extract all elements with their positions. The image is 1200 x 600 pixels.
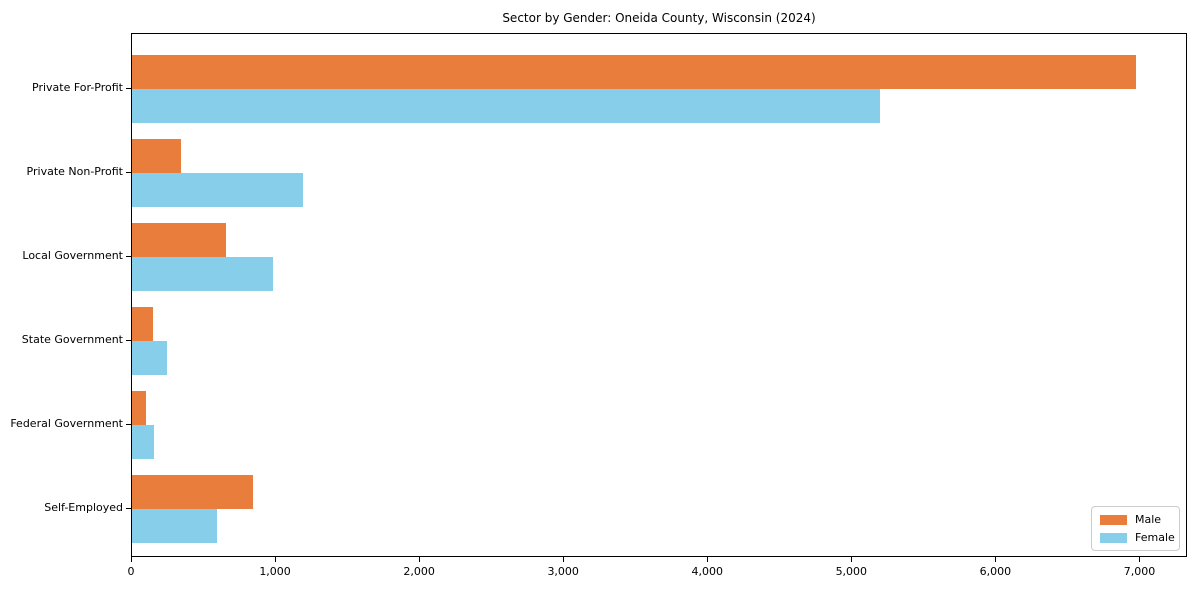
x-tick-mark: [995, 557, 997, 562]
legend-label-male: Male: [1135, 513, 1162, 526]
bar-female-federal-government: [132, 425, 155, 459]
legend: Male Female: [1091, 506, 1180, 551]
x-tick-label-5000: 5,000: [835, 565, 868, 578]
legend-swatch-female: [1100, 532, 1127, 543]
legend-swatch-male: [1100, 514, 1127, 525]
bar-male-state-government: [132, 307, 153, 341]
x-tick-label-4000: 4,000: [691, 565, 724, 578]
y-tick-label-local-government: Local Government: [22, 249, 123, 262]
x-tick-mark: [275, 557, 277, 562]
legend-entry-female: Female: [1100, 532, 1175, 543]
y-tick-label-private-for-profit: Private For-Profit: [32, 81, 123, 94]
plot-area: [131, 33, 1187, 557]
y-tick-label-private-non-profit: Private Non-Profit: [26, 165, 123, 178]
x-tick-mark: [707, 557, 709, 562]
legend-label-female: Female: [1135, 531, 1175, 544]
x-tick-mark: [131, 557, 132, 562]
x-tick-label-2000: 2,000: [403, 565, 435, 578]
y-tick-label-self-employed: Self-Employed: [44, 501, 123, 514]
x-tick-label-6000: 6,000: [979, 565, 1012, 578]
legend-entry-male: Male: [1100, 514, 1171, 525]
x-tick-label-1000: 1,000: [259, 565, 291, 578]
bar-male-local-government: [132, 223, 226, 257]
y-tick-label-state-government: State Government: [21, 333, 123, 346]
x-tick-mark: [1139, 557, 1141, 562]
x-tick-mark: [851, 557, 853, 562]
bar-female-private-non-profit: [132, 173, 304, 207]
chart-title: Sector by Gender: Oneida County, Wiscons…: [502, 11, 816, 25]
x-tick-label-3000: 3,000: [547, 565, 579, 578]
y-tick-label-federal-government: Federal Government: [10, 417, 123, 430]
x-tick-label-7000: 7,000: [1123, 565, 1156, 578]
bar-female-state-government: [132, 341, 168, 375]
bar-male-federal-government: [132, 391, 147, 425]
x-tick-mark: [563, 557, 565, 562]
bar-female-private-for-profit: [132, 89, 880, 123]
bar-male-self-employed: [132, 475, 253, 509]
x-tick-mark: [419, 557, 421, 562]
bar-female-self-employed: [132, 509, 217, 543]
bar-male-private-non-profit: [132, 139, 181, 173]
bar-male-private-for-profit: [132, 55, 1137, 89]
bar-female-local-government: [132, 257, 274, 291]
x-tick-label-0: 0: [127, 565, 135, 578]
